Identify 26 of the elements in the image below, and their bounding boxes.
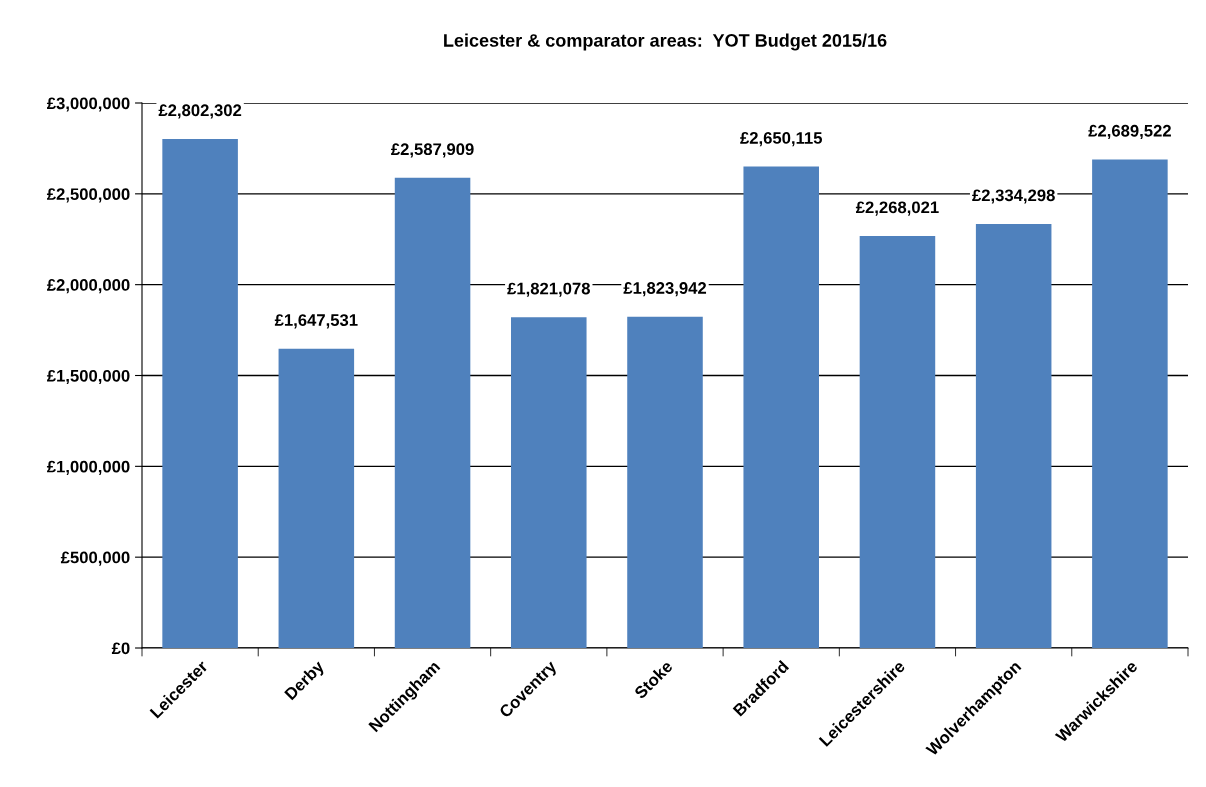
data-label: £2,802,302 [158, 104, 242, 119]
data-label: £2,587,909 [391, 143, 474, 158]
bar [511, 317, 587, 648]
bar [975, 223, 1052, 648]
y-tick-label: £1,000,000 [46, 460, 130, 475]
y-tick-label: £2,000,000 [46, 279, 130, 294]
data-label: £2,268,021 [855, 201, 939, 216]
y-tick-label: £0 [111, 642, 130, 655]
data-label: £1,647,531 [274, 314, 358, 329]
y-tick-label: £1,500,000 [46, 369, 130, 385]
data-label: £2,334,298 [972, 189, 1055, 204]
y-tick-label: £3,000,000 [46, 97, 130, 112]
bar [859, 235, 936, 648]
bar [743, 166, 819, 648]
data-label: £1,823,942 [623, 282, 707, 297]
bar [627, 316, 703, 648]
bar [278, 348, 355, 648]
bar [162, 138, 238, 648]
bar [394, 177, 471, 648]
chart-title: Leicester & comparator areas: YOT Budget 2015/16 [444, 33, 887, 51]
y-tick-label: £2,500,000 [46, 188, 130, 203]
data-label: £2,650,115 [740, 132, 823, 147]
y-tick-label: £500,000 [60, 551, 130, 566]
data-label: £1,821,078 [507, 282, 590, 297]
bar [1092, 159, 1168, 648]
data-label: £2,689,522 [1088, 124, 1171, 140]
